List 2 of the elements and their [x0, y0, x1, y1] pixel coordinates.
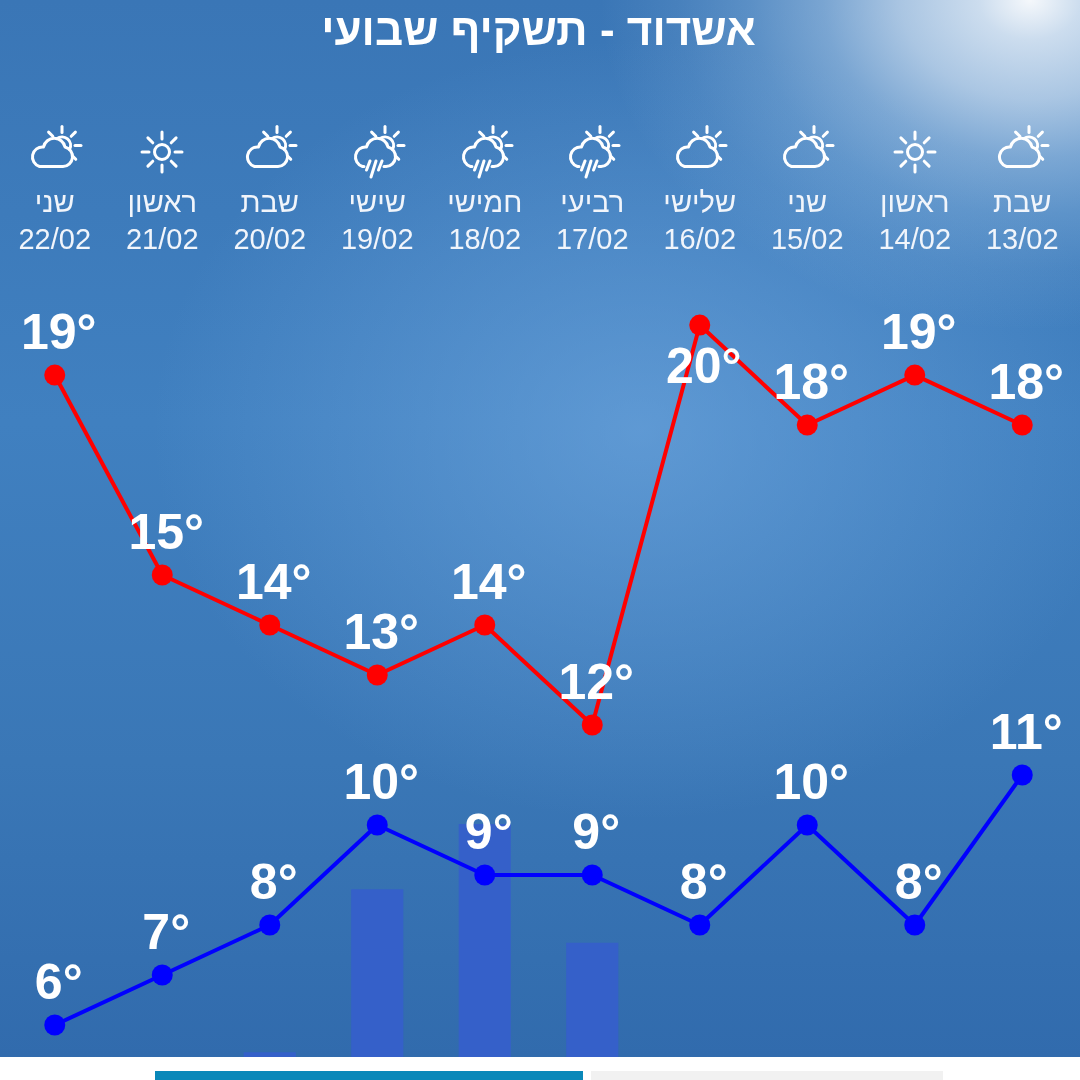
bar	[243, 1052, 296, 1057]
point	[44, 1014, 66, 1036]
